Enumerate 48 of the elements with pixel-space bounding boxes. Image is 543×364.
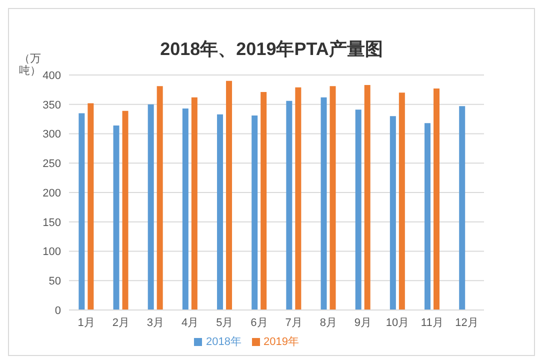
bar (364, 84, 370, 310)
bar (398, 92, 405, 310)
x-tick-label: 4月 (181, 316, 199, 329)
bar (390, 116, 396, 310)
x-tick-label: 2月 (112, 316, 130, 329)
bar (424, 123, 431, 310)
legend-label: 2019年 (264, 336, 299, 348)
y-tick-label: 400 (42, 70, 61, 82)
bar (320, 97, 327, 310)
y-tick-label: 50 (48, 276, 61, 288)
x-tick-label: 12月 (455, 316, 478, 329)
bar (182, 108, 188, 310)
bar (122, 110, 128, 310)
y-axis-title: （万吨） (19, 53, 41, 77)
x-tick-label: 1月 (78, 316, 95, 329)
chart-title: 2018年、2019年PTA产量图 (160, 39, 383, 59)
x-tick-label: 7月 (285, 316, 302, 329)
bar (286, 100, 292, 310)
bar (156, 86, 163, 310)
y-tick-label: 350 (42, 99, 61, 112)
bar (191, 97, 198, 310)
y-tick-label: 300 (42, 128, 61, 141)
bar (260, 92, 267, 310)
bar (434, 88, 440, 310)
y-tick-label: 100 (42, 246, 61, 258)
bar (217, 114, 224, 310)
y-tick-label: 250 (42, 158, 61, 170)
bar (459, 106, 466, 310)
bar (330, 86, 336, 310)
bar (355, 110, 362, 310)
x-tick-label: 6月 (250, 316, 268, 329)
bar (113, 126, 120, 310)
bar (226, 80, 232, 310)
bar (88, 103, 94, 310)
bar (295, 87, 302, 310)
x-tick-label: 9月 (354, 316, 372, 329)
bar (78, 113, 85, 310)
x-tick-label: 10月 (386, 316, 410, 329)
x-tick-label: 5月 (216, 316, 234, 329)
bar (252, 116, 258, 310)
y-tick-label: 150 (42, 216, 61, 229)
x-tick-label: 3月 (146, 316, 164, 329)
y-tick-label: 200 (42, 187, 61, 200)
legend-label: 2018年 (206, 336, 242, 348)
y-tick-label: 0 (54, 304, 61, 317)
x-tick-label: 11月 (420, 316, 444, 329)
x-tick-label: 8月 (320, 316, 337, 329)
bar (148, 104, 154, 310)
